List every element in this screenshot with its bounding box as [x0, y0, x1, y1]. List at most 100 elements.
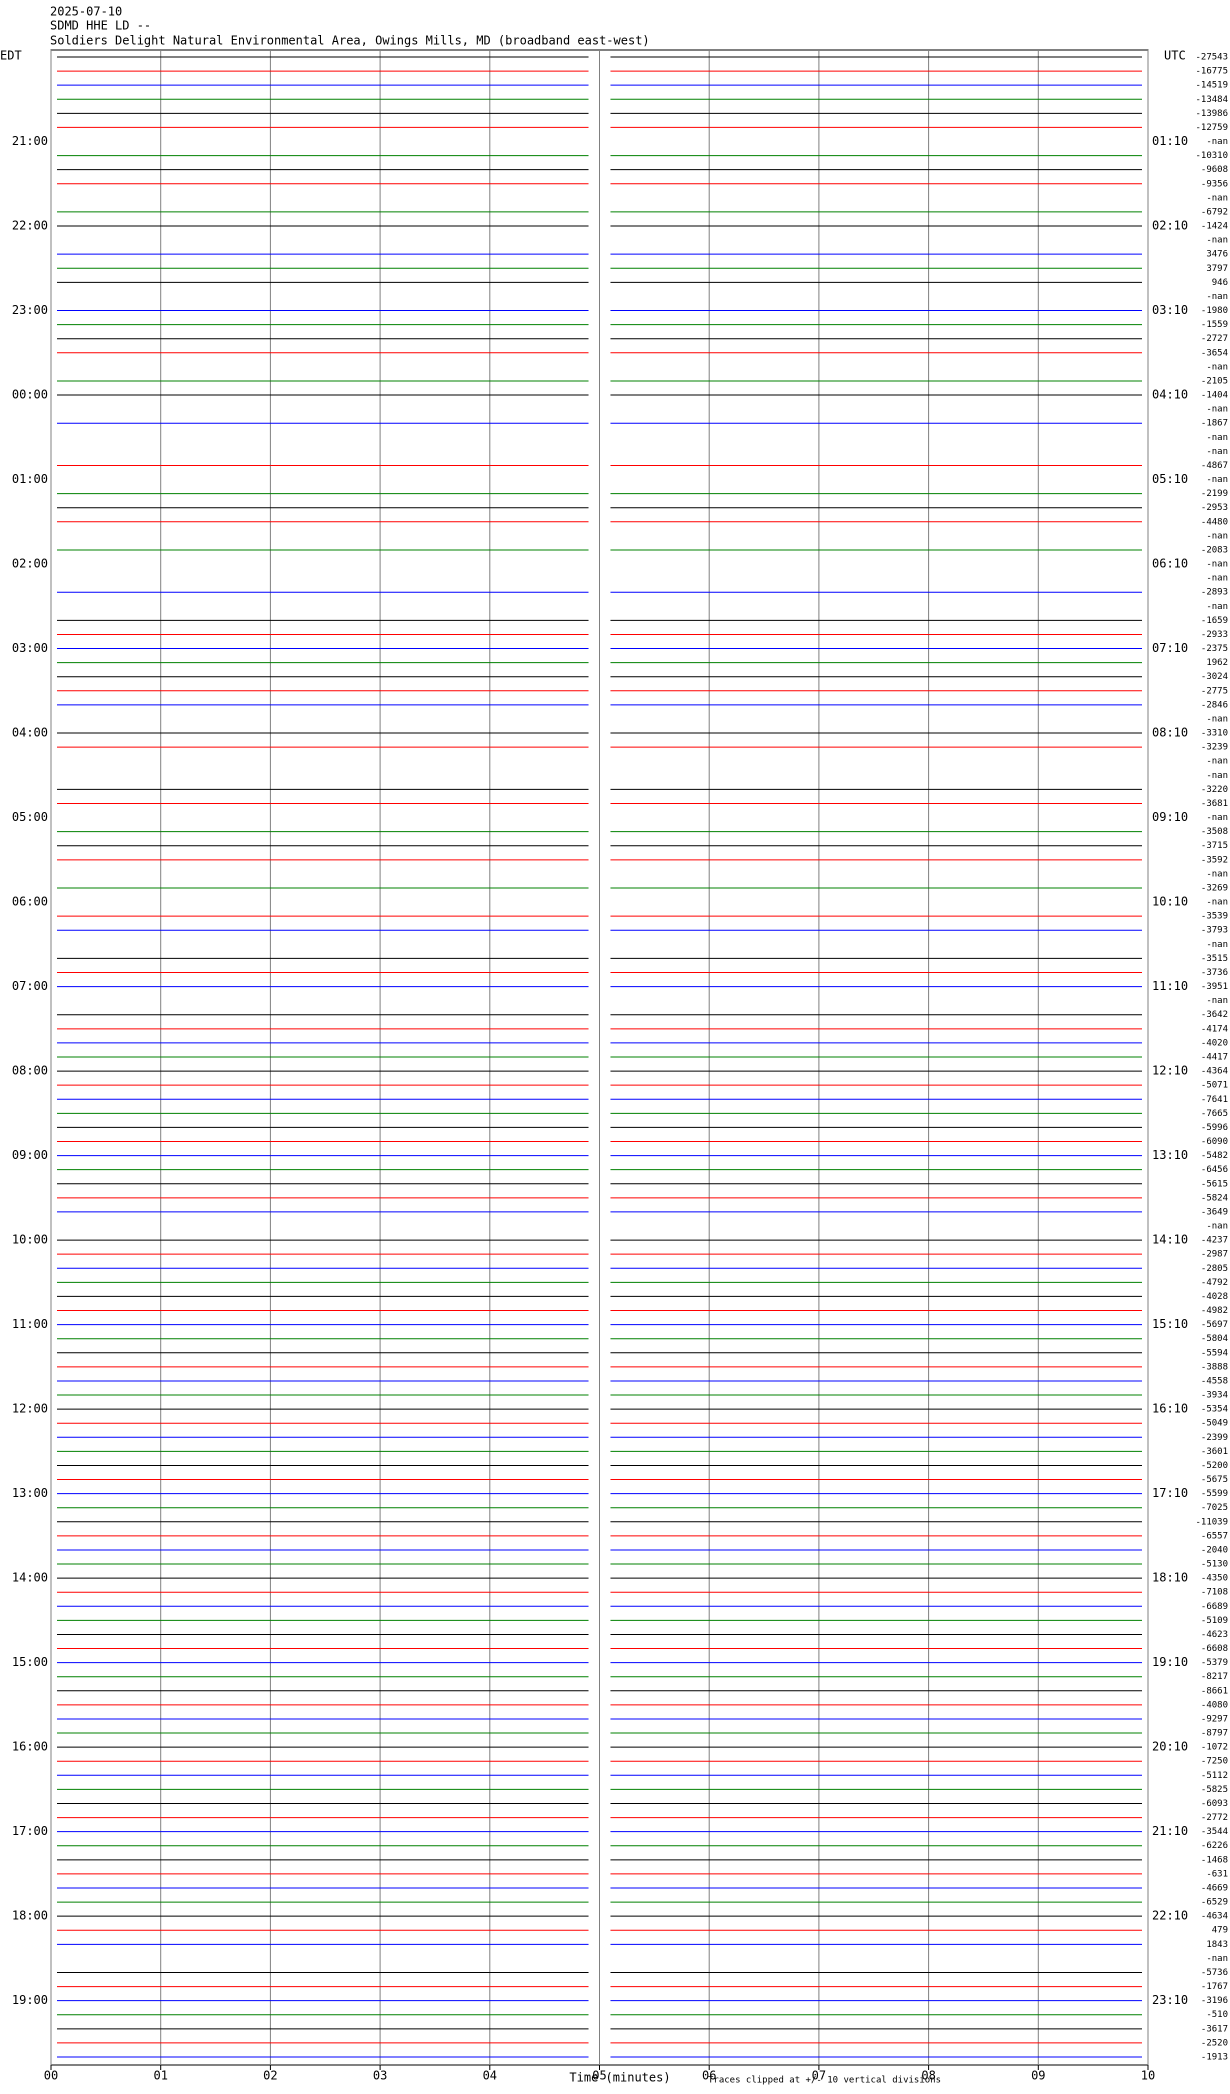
x-axis-label: Time (minutes) [569, 2071, 670, 2085]
x-tick-label: 01 [153, 2069, 167, 2083]
trace-offset: -3515 [1201, 954, 1228, 964]
trace-offset: -5615 [1201, 1179, 1228, 1189]
utc-label: 16:10 [1152, 1402, 1188, 1416]
trace-offset: -5996 [1201, 1123, 1228, 1133]
trace-offset: -2987 [1201, 1250, 1228, 1260]
trace-offset: -5482 [1201, 1151, 1228, 1161]
trace-offset: -1867 [1201, 419, 1228, 429]
trace-offset: -10310 [1195, 151, 1228, 161]
trace-offset: -3310 [1201, 729, 1228, 739]
utc-label: 05:10 [1152, 472, 1188, 486]
trace-offset: -11039 [1195, 1517, 1228, 1527]
trace-offset: -1559 [1201, 320, 1228, 330]
trace-offset: -1767 [1201, 1982, 1228, 1992]
trace-offset: -3642 [1201, 1010, 1228, 1020]
trace-offset: -6557 [1201, 1531, 1228, 1541]
trace-offset: -1072 [1201, 1743, 1228, 1753]
x-tick-label: 03 [373, 2069, 387, 2083]
trace-offset: -3592 [1201, 855, 1228, 865]
trace-offset: 479 [1212, 1926, 1228, 1936]
utc-label: 21:10 [1152, 1824, 1188, 1838]
trace-offset: -1659 [1201, 616, 1228, 626]
edt-label: 00:00 [12, 388, 48, 402]
x-tick-label: 04 [483, 2069, 497, 2083]
trace-offset: -3617 [1201, 2024, 1228, 2034]
edt-label: 14:00 [12, 1571, 48, 1585]
utc-label: 22:10 [1152, 1909, 1188, 1923]
trace-offset: -27543 [1195, 53, 1228, 63]
trace-offset: -3024 [1201, 672, 1228, 682]
right-axis-label: UTC [1164, 49, 1186, 63]
trace-offset: -nan [1206, 236, 1228, 246]
trace-offset: -nan [1206, 193, 1228, 203]
trace-offset: -4480 [1201, 517, 1228, 527]
trace-offset: -4417 [1201, 1053, 1228, 1063]
trace-offset: -4237 [1201, 1236, 1228, 1246]
edt-label: 08:00 [12, 1064, 48, 1078]
trace-offset: -5675 [1201, 1475, 1228, 1485]
trace-offset: 946 [1212, 278, 1228, 288]
trace-offset: -7108 [1201, 1588, 1228, 1598]
trace-offset: 3476 [1206, 250, 1228, 260]
trace-offset: -2375 [1201, 644, 1228, 654]
trace-offset: -631 [1206, 1869, 1228, 1879]
trace-offset: -nan [1206, 940, 1228, 950]
trace-offset: -2953 [1201, 503, 1228, 513]
trace-offset: -3649 [1201, 1207, 1228, 1217]
edt-label: 07:00 [12, 979, 48, 993]
trace-offset: -1980 [1201, 306, 1228, 316]
trace-offset: -3793 [1201, 926, 1228, 936]
trace-offset: -6529 [1201, 1898, 1228, 1908]
trace-offset: -2199 [1201, 489, 1228, 499]
trace-offset: -13484 [1195, 95, 1228, 105]
edt-label: 02:00 [12, 557, 48, 571]
trace-offset: -6608 [1201, 1644, 1228, 1654]
utc-label: 12:10 [1152, 1064, 1188, 1078]
trace-offset: -4350 [1201, 1574, 1228, 1584]
trace-offset: 1962 [1206, 658, 1228, 668]
trace-offset: -1913 [1201, 2053, 1228, 2063]
trace-offset: -2083 [1201, 545, 1228, 555]
utc-label: 07:10 [1152, 641, 1188, 655]
utc-label: 11:10 [1152, 979, 1188, 993]
utc-label: 23:10 [1152, 1993, 1188, 2007]
trace-offset: -3508 [1201, 827, 1228, 837]
trace-offset: -3736 [1201, 968, 1228, 978]
trace-offset: -4982 [1201, 1306, 1228, 1316]
trace-offset: -2040 [1201, 1545, 1228, 1555]
utc-label: 18:10 [1152, 1571, 1188, 1585]
trace-offset: -7665 [1201, 1109, 1228, 1119]
x-tick-label: 00 [44, 2069, 58, 2083]
trace-offset: -nan [1206, 898, 1228, 908]
trace-offset: -nan [1206, 996, 1228, 1006]
trace-offset: -3888 [1201, 1362, 1228, 1372]
trace-offset: -6226 [1201, 1841, 1228, 1851]
edt-label: 16:00 [12, 1740, 48, 1754]
trace-offset: -14519 [1195, 81, 1228, 91]
edt-label: 06:00 [12, 895, 48, 909]
edt-label: 03:00 [12, 641, 48, 655]
trace-offset: -510 [1206, 2010, 1228, 2020]
x-tick-label: 07 [812, 2069, 826, 2083]
trace-offset: -5109 [1201, 1616, 1228, 1626]
utc-label: 04:10 [1152, 388, 1188, 402]
trace-offset: -9356 [1201, 179, 1228, 189]
trace-offset: -5697 [1201, 1320, 1228, 1330]
trace-offset: -2727 [1201, 334, 1228, 344]
trace-offset: -8217 [1201, 1672, 1228, 1682]
trace-offset: -4669 [1201, 1883, 1228, 1893]
trace-offset: -nan [1206, 405, 1228, 415]
utc-label: 15:10 [1152, 1317, 1188, 1331]
date: 2025-07-10 [50, 5, 122, 19]
edt-label: 10:00 [12, 1233, 48, 1247]
left-axis-label: EDT [0, 49, 22, 63]
x-tick-label: 06 [702, 2069, 716, 2083]
trace-offset: -8661 [1201, 1686, 1228, 1696]
trace-offset: -9608 [1201, 165, 1228, 175]
trace-offset: -2105 [1201, 376, 1228, 386]
trace-offset: -4028 [1201, 1292, 1228, 1302]
utc-label: 14:10 [1152, 1233, 1188, 1247]
x-tick-label: 02 [263, 2069, 277, 2083]
trace-offset: 1843 [1206, 1940, 1228, 1950]
trace-offset: -5379 [1201, 1658, 1228, 1668]
